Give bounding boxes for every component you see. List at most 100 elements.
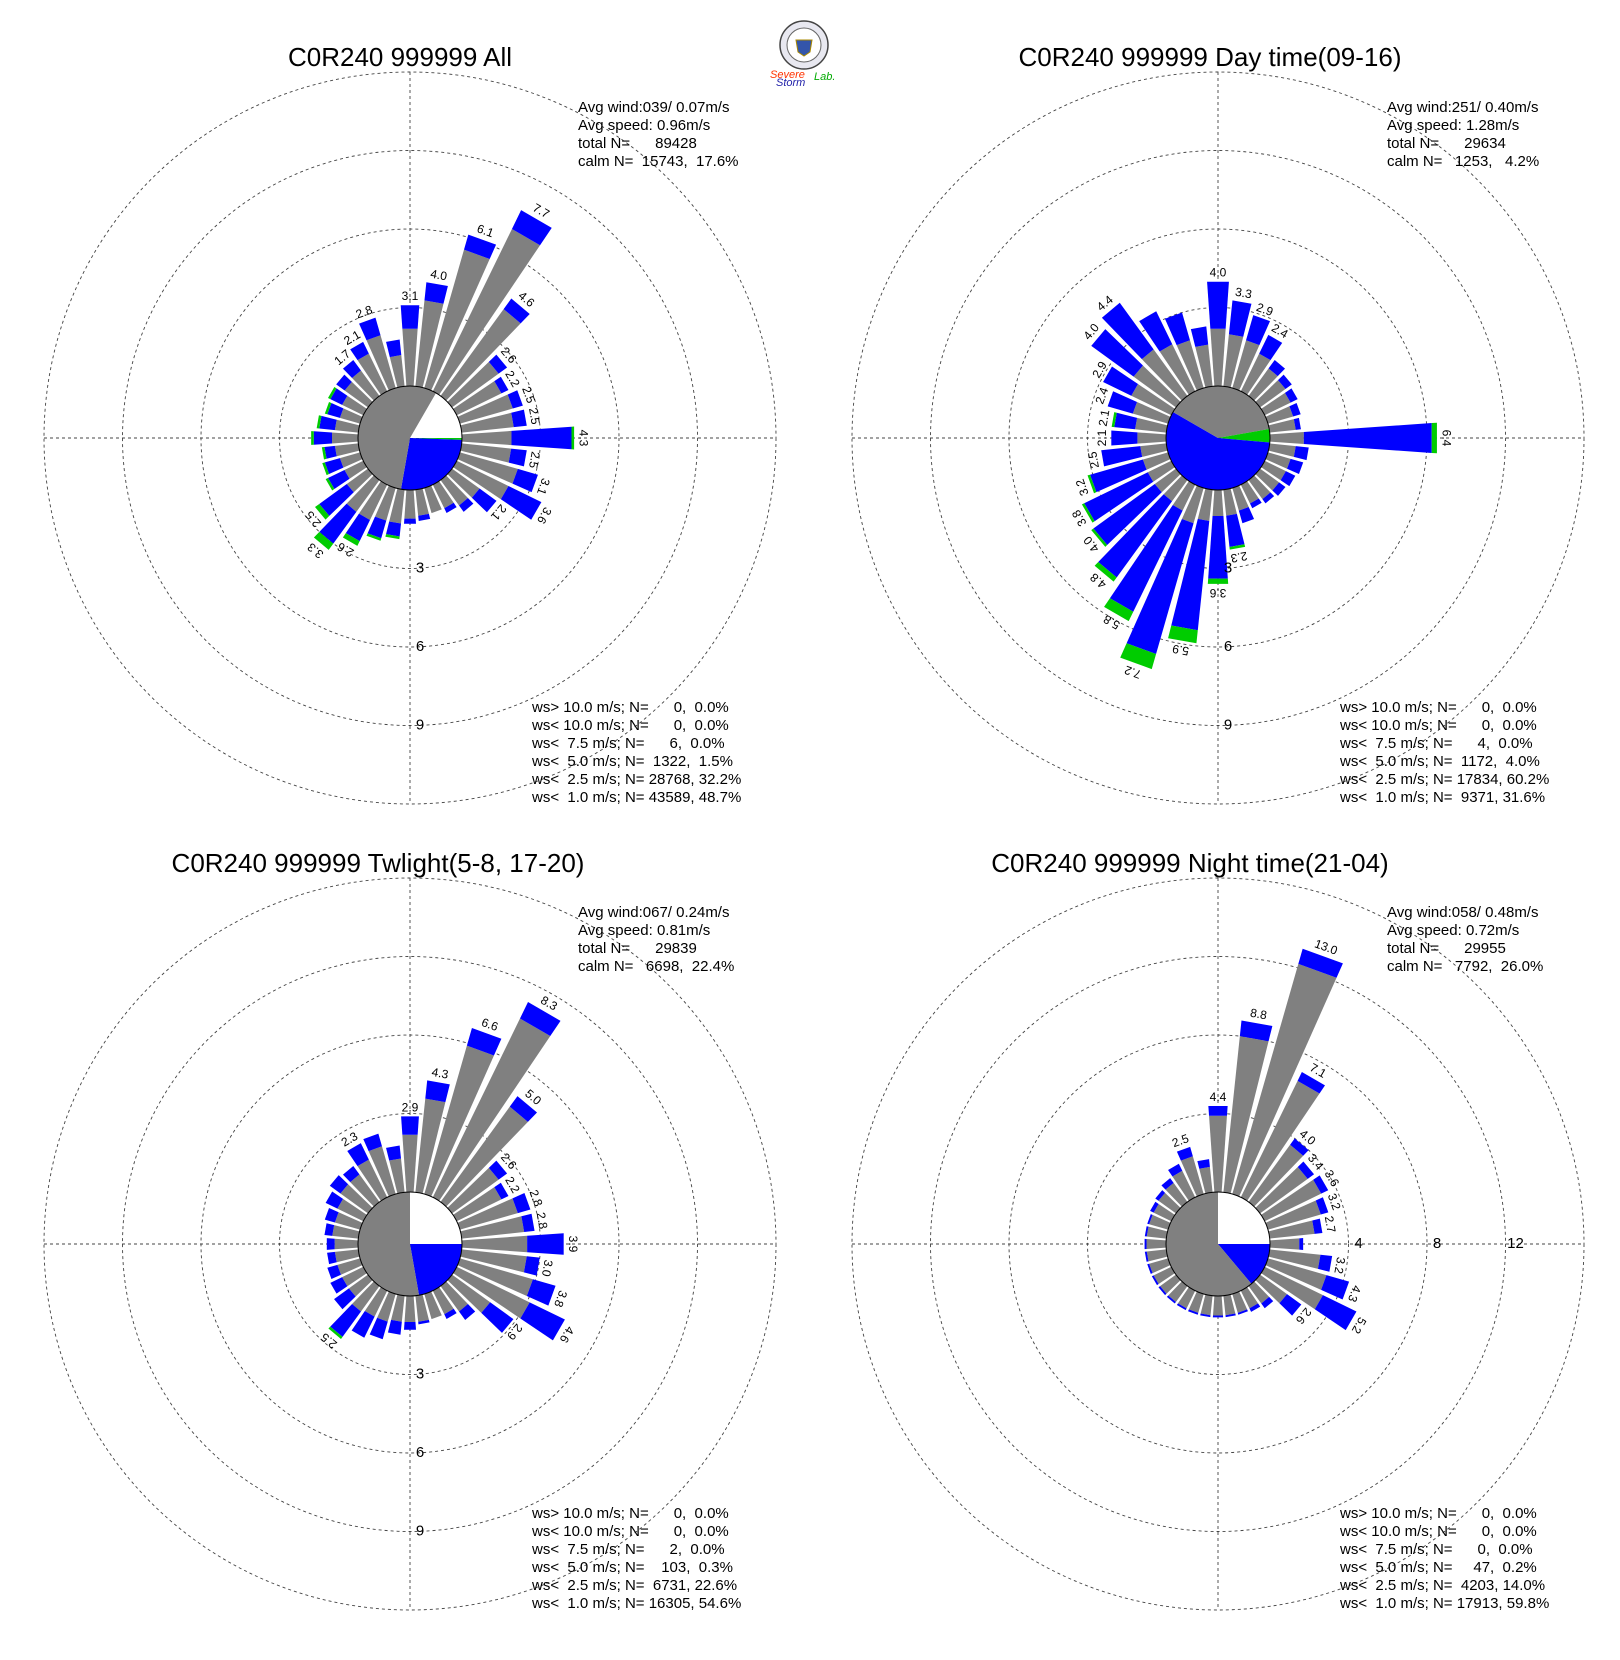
radial-tick-label: 12 [1507, 1235, 1524, 1252]
bar-segment-lt1 [342, 1266, 367, 1287]
radial-tick-label: 8 [1433, 1235, 1441, 1252]
bar-segment-lt1 [461, 1235, 528, 1253]
bar-segment-lt1 [402, 328, 418, 387]
bar-segment-lt1 [1265, 452, 1291, 469]
bar-segment-lt25 [324, 1207, 339, 1223]
bar-segment-lt1 [357, 1159, 388, 1201]
bar-segment-lt25 [1228, 300, 1252, 337]
bar-segment-lt1 [457, 1198, 518, 1230]
legend-ws-lt-10: ws< 10.0 m/s; N= 0, 0.0% [531, 717, 729, 734]
legend-ws-gt-10: ws> 10.0 m/s; N= 0, 0.0% [531, 1505, 729, 1522]
bar-segment-lt1 [1146, 1239, 1167, 1249]
bar-segment-lt5 [311, 431, 314, 445]
bar-value-label: 2.8 [527, 1188, 546, 1209]
bar-segment-lt5 [1431, 422, 1437, 454]
stat-avg-wind: Avg wind:251/ 0.40m/s [1387, 99, 1538, 116]
bar-segment-lt25 [327, 1251, 337, 1265]
bar-segment-lt1 [352, 370, 380, 401]
bar-segment-lt1 [460, 1249, 527, 1273]
bar-segment-lt1 [348, 1274, 373, 1297]
bar-value-label: 8.8 [1249, 1006, 1268, 1023]
bar-segment-lt1 [346, 468, 373, 493]
bar-value-label: 3.0 [539, 1259, 556, 1278]
radial-tick-label: 9 [416, 716, 424, 733]
bar-segment-lt1 [1255, 1166, 1308, 1214]
bar-segment-lt5 [321, 446, 327, 460]
bar-segment-lt25 [319, 503, 357, 544]
bar-segment-lt1 [1268, 443, 1296, 457]
logo-text-storm: Storm [776, 77, 805, 89]
bar-segment-lt1 [391, 1294, 405, 1322]
bar-segment-lt25 [1103, 366, 1139, 396]
logo-text-lab: Lab. [814, 71, 835, 83]
calm-pie-slice [400, 438, 462, 490]
bar-segment-lt25 [330, 1303, 361, 1337]
bar-segment-lt25 [1207, 281, 1229, 329]
bar-segment-lt25 [1293, 446, 1309, 461]
bar-value-label: 2.8 [534, 1211, 551, 1230]
bar-segment-lt25 [1111, 430, 1138, 446]
bar-segment-lt1 [402, 1134, 418, 1193]
bar-segment-lt25 [386, 1145, 402, 1161]
bar-segment-lt1 [1172, 1170, 1196, 1201]
bar-segment-lt25 [1259, 334, 1283, 361]
bar-segment-lt25 [459, 497, 474, 512]
bar-segment-lt25 [330, 1277, 348, 1294]
legend-ws-lt-2-5: ws< 2.5 m/s; N= 28768, 32.2% [531, 771, 741, 788]
bar-segment-lt1 [424, 1045, 494, 1197]
bar-segment-lt1 [344, 381, 373, 408]
bar-segment-lt5 [1207, 578, 1229, 584]
bar-segment-lt25 [1107, 391, 1138, 414]
calm-pie-slice [1166, 1192, 1252, 1297]
bar-segment-lt1 [1268, 1220, 1315, 1239]
bar-value-label: 2.5 [526, 407, 543, 426]
calm-circle [357, 1191, 463, 1297]
bar-segment-lt25 [367, 516, 387, 539]
bar-segment-lt25 [1315, 1197, 1329, 1215]
radial-tick-label: 9 [1224, 716, 1232, 733]
bar-segment-lt1 [1165, 1182, 1188, 1207]
windrose-panel-twilight: 2.94.36.68.35.02.62.22.82.83.93.03.84.62… [43, 848, 777, 1612]
bar-segment-lt25 [342, 1165, 360, 1183]
bar-segment-lt1 [358, 481, 388, 521]
stat-calm-n: calm N= 15743, 17.6% [578, 153, 739, 170]
bar-segment-lt25 [1287, 458, 1304, 475]
bar-segment-lt1 [415, 300, 444, 388]
bar-segment-lt25 [1200, 1313, 1211, 1318]
calm-circle [1165, 1191, 1271, 1297]
bar-segment-lt25 [1158, 1286, 1167, 1296]
stat-avg-wind: Avg wind:039/ 0.07m/s [578, 99, 729, 116]
bar-segment-lt1 [1158, 1192, 1181, 1214]
legend: ws> 10.0 m/s; N= 0, 0.0% ws< 10.0 m/s; N… [1339, 1505, 1549, 1612]
bar-segment-lt5 [1111, 412, 1117, 428]
logo-text-severe: Severe [770, 69, 805, 81]
bar-value-label: 2.9 [1255, 300, 1276, 319]
bar-segment-lt25 [444, 502, 457, 513]
bar-value-label: 2.9 [402, 1100, 419, 1114]
bar-segment-lt1 [389, 355, 405, 388]
bar-segment-lt25 [1312, 1218, 1323, 1234]
radial-tick-label: 6 [1224, 638, 1232, 655]
bar-segment-lt1 [404, 489, 416, 519]
bar-segment-lt1 [447, 361, 499, 408]
bar-value-label: 3.2 [1073, 477, 1092, 498]
legend-ws-lt-10: ws< 10.0 m/s; N= 0, 0.0% [531, 1523, 729, 1540]
bar-value-label: 2.1 [1096, 408, 1113, 427]
stat-avg-speed: Avg speed: 0.96m/s [578, 117, 710, 134]
bar-segment-lt25 [1150, 1201, 1159, 1213]
legend-ws-lt-5: ws< 5.0 m/s; N= 47, 0.2% [1339, 1559, 1537, 1576]
bar-segment-lt5 [1229, 544, 1246, 550]
bar-segment-lt25 [403, 518, 417, 524]
stat-total-n: total N= 29839 [578, 940, 697, 957]
bar-segment-lt1 [1269, 431, 1304, 445]
bar-segment-lt25 [1293, 417, 1301, 430]
bar-segment-lt5 [325, 478, 335, 491]
bar-segment-lt25 [359, 317, 381, 341]
bar-segment-lt1 [334, 1212, 363, 1230]
bar-segment-lt25 [481, 1302, 514, 1333]
bar-value-label: 2.7 [1322, 1215, 1339, 1234]
bar-segment-lt1 [1142, 452, 1171, 470]
bar-segment-lt1 [389, 1158, 405, 1194]
calm-pie-slice [1218, 1244, 1270, 1284]
bar-segment-lt25 [1093, 483, 1162, 546]
